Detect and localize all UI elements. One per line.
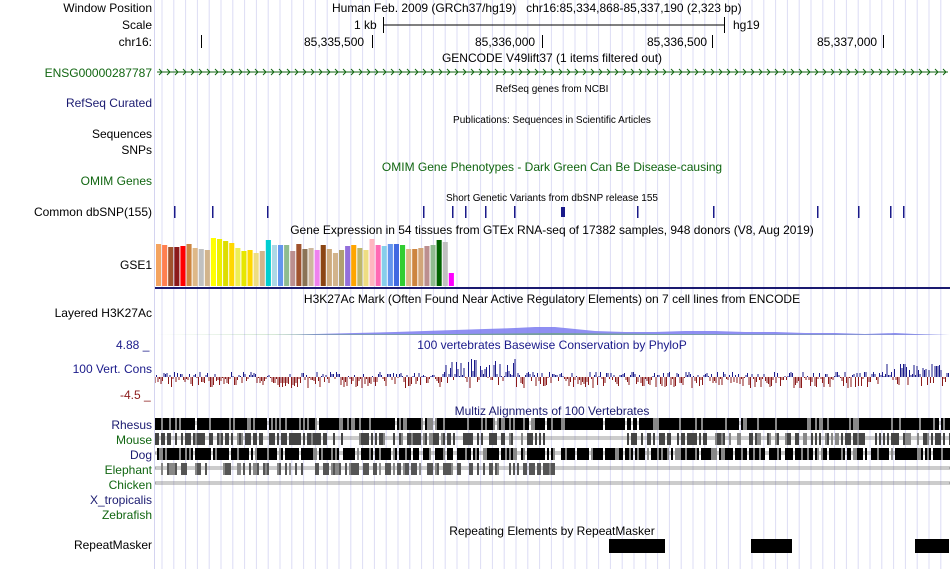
multiz-species-mouse[interactable]: Mouse	[115, 433, 152, 447]
gtex-tissue-bar	[308, 248, 314, 286]
publications-label-snps[interactable]: SNPs	[121, 143, 152, 157]
gtex-tissue-bar	[320, 245, 326, 286]
omim-track-title[interactable]: OMIM Gene Phenotypes - Dark Green Can Be…	[381, 160, 723, 174]
ruler-tick-label: 85,336,500	[647, 35, 708, 49]
gtex-tissue-bar	[339, 250, 345, 286]
ruler-tick-label: 85,335,500	[304, 35, 365, 49]
h3k27ac-signal[interactable]	[155, 318, 950, 336]
window-position-value: Human Feb. 2009 (GRCh37/hg19) chr16:85,3…	[332, 1, 742, 15]
gtex-tissue-bar	[278, 245, 284, 286]
cons-min-label: -4.5 _	[120, 388, 151, 402]
multiz-species-elephant[interactable]: Elephant	[104, 463, 152, 477]
gtex-tissue-bar	[223, 241, 229, 286]
multiz-alignment-blocks[interactable]	[155, 417, 950, 492]
repeatmasker-track-title[interactable]: Repeating Elements by RepeatMasker	[449, 524, 655, 538]
gtex-tissue-bar	[448, 273, 454, 286]
gtex-tissue-bar	[363, 250, 369, 286]
gencode-gene-feature[interactable]	[155, 65, 950, 79]
gtex-tissue-bar	[296, 244, 302, 286]
gtex-tissue-bar	[400, 245, 406, 286]
gtex-tissue-bar	[345, 246, 351, 286]
gtex-tissue-bar	[442, 242, 448, 286]
gtex-tissue-bar	[192, 248, 198, 286]
gtex-tissue-bar	[204, 250, 210, 286]
refseq-track-title[interactable]: RefSeq genes from NCBI	[495, 84, 609, 95]
gtex-tissue-bar	[235, 248, 241, 286]
multiz-species-chicken[interactable]: Chicken	[108, 478, 152, 492]
gtex-tissue-bar	[198, 249, 204, 286]
window-position-label: Window Position	[63, 1, 152, 15]
gtex-tissue-bar	[156, 244, 162, 286]
scale-value: 1 kb	[354, 18, 377, 32]
gtex-tissue-bar	[284, 245, 290, 286]
dbsnp-track-label[interactable]: Common dbSNP(155)	[33, 205, 152, 219]
multiz-species-xtropicalis[interactable]: X_tropicalis	[89, 493, 152, 507]
gtex-track-title[interactable]: Gene Expression in 54 tissues from GTEx …	[290, 223, 814, 237]
gtex-tissue-bar	[271, 245, 277, 286]
multiz-species-dog[interactable]: Dog	[129, 448, 152, 462]
gtex-tissue-bar	[351, 245, 357, 286]
gtex-tissue-bar	[387, 244, 393, 286]
gtex-tissue-bar	[412, 249, 418, 286]
refseq-track-label[interactable]: RefSeq Curated	[65, 96, 152, 110]
gtex-tissue-bar	[259, 251, 265, 286]
gtex-tissue-bar	[168, 247, 174, 286]
gtex-tissue-bar	[302, 249, 308, 286]
scale-label: Scale	[121, 18, 152, 32]
dbsnp-track-title[interactable]: Short Genetic Variants from dbSNP releas…	[446, 193, 658, 204]
gtex-tissue-bar	[186, 244, 192, 286]
gtex-track-label[interactable]: GSE1	[119, 258, 152, 272]
gtex-tissue-bar	[265, 240, 271, 286]
gtex-expression-bars[interactable]	[155, 238, 535, 288]
cons-max-label: 4.88 _	[116, 338, 150, 352]
gtex-tissue-bar	[357, 248, 363, 286]
gtex-tissue-bar	[174, 247, 180, 286]
scale-bar	[383, 17, 725, 33]
gtex-tissue-bar	[247, 250, 253, 286]
ruler-tick-label: 85,336,000	[475, 35, 536, 49]
omim-track-label[interactable]: OMIM Genes	[80, 174, 152, 188]
gtex-tissue-bar	[332, 253, 338, 286]
gtex-tissue-bar	[290, 251, 296, 286]
gtex-tissue-bar	[424, 246, 430, 286]
gtex-tissue-bar	[217, 239, 223, 286]
chrom-label: chr16:	[118, 35, 152, 49]
gtex-tissue-bar	[430, 245, 436, 286]
gtex-tissue-bar	[162, 245, 168, 286]
gtex-tissue-bar	[381, 246, 387, 286]
dbsnp-variants[interactable]	[155, 204, 950, 220]
gtex-tissue-bar	[180, 246, 186, 286]
h3k27ac-track-label[interactable]: Layered H3K27Ac	[54, 306, 152, 320]
repeatmasker-track-label[interactable]: RepeatMasker	[73, 538, 152, 552]
h3k27ac-track-title[interactable]: H3K27Ac Mark (Often Found Near Active Re…	[303, 292, 801, 306]
cons-track-title[interactable]: 100 vertebrates Basewise Conservation by…	[417, 338, 687, 352]
gtex-tissue-bar	[406, 249, 412, 286]
gencode-track-title[interactable]: GENCODE V49lift37 (1 items filtered out)	[441, 51, 663, 65]
gtex-tissue-bar	[369, 239, 375, 286]
gtex-tissue-bar	[326, 249, 332, 286]
publications-label-sequences[interactable]: Sequences	[91, 127, 152, 141]
gtex-tissue-bar	[241, 251, 247, 286]
ruler-tick-label: 85,337,000	[817, 35, 878, 49]
ruler-ticks	[201, 35, 884, 48]
scale-db: hg19	[733, 18, 760, 32]
gtex-tissue-bar	[253, 253, 259, 286]
cons-wiggle[interactable]	[155, 352, 950, 402]
gtex-tissue-bar	[436, 240, 442, 286]
label-column-border	[154, 0, 155, 569]
gtex-tissue-bar	[418, 248, 424, 286]
gtex-tissue-bar	[210, 238, 216, 286]
multiz-species-rhesus[interactable]: Rhesus	[111, 418, 152, 432]
multiz-species-zebrafish[interactable]: Zebrafish	[101, 508, 152, 522]
gtex-gene-model	[155, 287, 950, 289]
cons-track-label[interactable]: 100 Vert. Cons	[72, 362, 152, 376]
publications-track-title[interactable]: Publications: Sequences in Scientific Ar…	[453, 115, 651, 126]
gencode-track-label[interactable]: ENSG00000287787	[44, 66, 152, 80]
repeatmasker-elements[interactable]	[155, 537, 950, 555]
gtex-tissue-bar	[229, 243, 235, 286]
multiz-track-title[interactable]: Multiz Alignments of 100 Vertebrates	[454, 404, 650, 418]
gtex-tissue-bar	[314, 250, 320, 286]
gtex-tissue-bar	[375, 245, 381, 286]
gtex-tissue-bar	[393, 244, 399, 286]
